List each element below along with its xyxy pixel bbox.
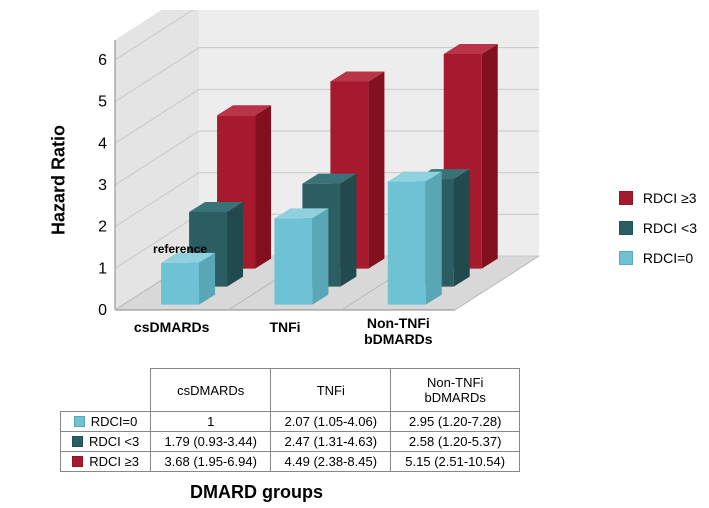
table-cell: 4.49 (2.38-8.45) — [271, 452, 391, 472]
table-column-header: Non-TNFibDMARDs — [391, 369, 520, 412]
legend-item: RDCI <3 — [619, 220, 697, 236]
svg-text:4: 4 — [98, 135, 107, 152]
chart-legend: RDCI ≥3 RDCI <3 RDCI=0 — [619, 190, 697, 280]
table-row: RDCI ≥3 3.68 (1.95-6.94)4.49 (2.38-8.45)5… — [61, 452, 520, 472]
table-swatch — [72, 436, 83, 447]
table-cell: 1.79 (0.93-3.44) — [151, 432, 271, 452]
x-axis-label: DMARD groups — [190, 482, 323, 503]
table-cell: 2.58 (1.20-5.37) — [391, 432, 520, 452]
table-swatch — [74, 416, 85, 427]
table-row: RDCI=0 12.07 (1.05-4.06)2.95 (1.20-7.28) — [61, 412, 520, 432]
legend-item: RDCI=0 — [619, 250, 697, 266]
svg-text:5: 5 — [98, 94, 107, 111]
table-series-label: RDCI=0 — [91, 414, 138, 429]
legend-swatch — [619, 251, 633, 265]
table-cell: 3.68 (1.95-6.94) — [151, 452, 271, 472]
table-column-header: csDMARDs — [151, 369, 271, 412]
svg-text:csDMARDs: csDMARDs — [134, 319, 210, 335]
legend-label: RDCI=0 — [643, 250, 693, 266]
legend-label: RDCI ≥3 — [643, 190, 697, 206]
table-cell: 2.07 (1.05-4.06) — [271, 412, 391, 432]
svg-text:0: 0 — [98, 302, 107, 319]
svg-text:TNFi: TNFi — [269, 319, 300, 335]
table-cell: 2.95 (1.20-7.28) — [391, 412, 520, 432]
legend-swatch — [619, 191, 633, 205]
legend-item: RDCI ≥3 — [619, 190, 697, 206]
legend-label: RDCI <3 — [643, 220, 697, 236]
svg-text:bDMARDs: bDMARDs — [364, 331, 433, 347]
legend-swatch — [619, 221, 633, 235]
table-cell: 5.15 (2.51-10.54) — [391, 452, 520, 472]
svg-text:6: 6 — [98, 52, 107, 69]
svg-text:3: 3 — [98, 177, 107, 194]
table-row-header: RDCI ≥3 — [61, 452, 151, 472]
table-row: RDCI <3 1.79 (0.93-3.44)2.47 (1.31-4.63)2… — [61, 432, 520, 452]
svg-text:2: 2 — [98, 219, 107, 236]
chart-3d-bar: 0 1 2 3 4 5 6 reference csDMARDs TNFi Non-TNFibDMA… — [60, 10, 580, 360]
table-cell: 1 — [151, 412, 271, 432]
svg-text:Non-TNFi: Non-TNFi — [367, 315, 430, 331]
table-row-header: RDCI <3 — [61, 432, 151, 452]
svg-text:reference: reference — [153, 242, 207, 256]
data-table: csDMARDsTNFiNon-TNFibDMARDs RDCI=0 12.07 … — [60, 368, 520, 472]
table-row-header: RDCI=0 — [61, 412, 151, 432]
table-column-header: TNFi — [271, 369, 391, 412]
table-series-label: RDCI ≥3 — [89, 454, 139, 469]
svg-text:1: 1 — [98, 260, 107, 277]
table-swatch — [72, 456, 83, 467]
table-series-label: RDCI <3 — [89, 434, 139, 449]
table-cell: 2.47 (1.31-4.63) — [271, 432, 391, 452]
